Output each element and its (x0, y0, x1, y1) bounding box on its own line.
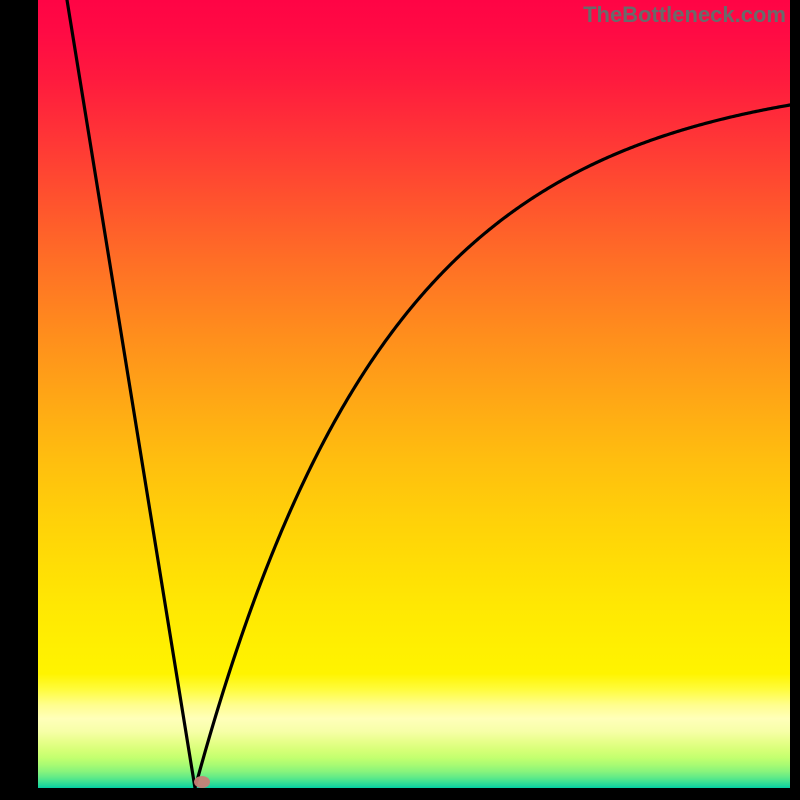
watermark-text: TheBottleneck.com (583, 2, 786, 28)
chart-container: TheBottleneck.com (0, 0, 800, 800)
plot-area (38, 0, 790, 788)
